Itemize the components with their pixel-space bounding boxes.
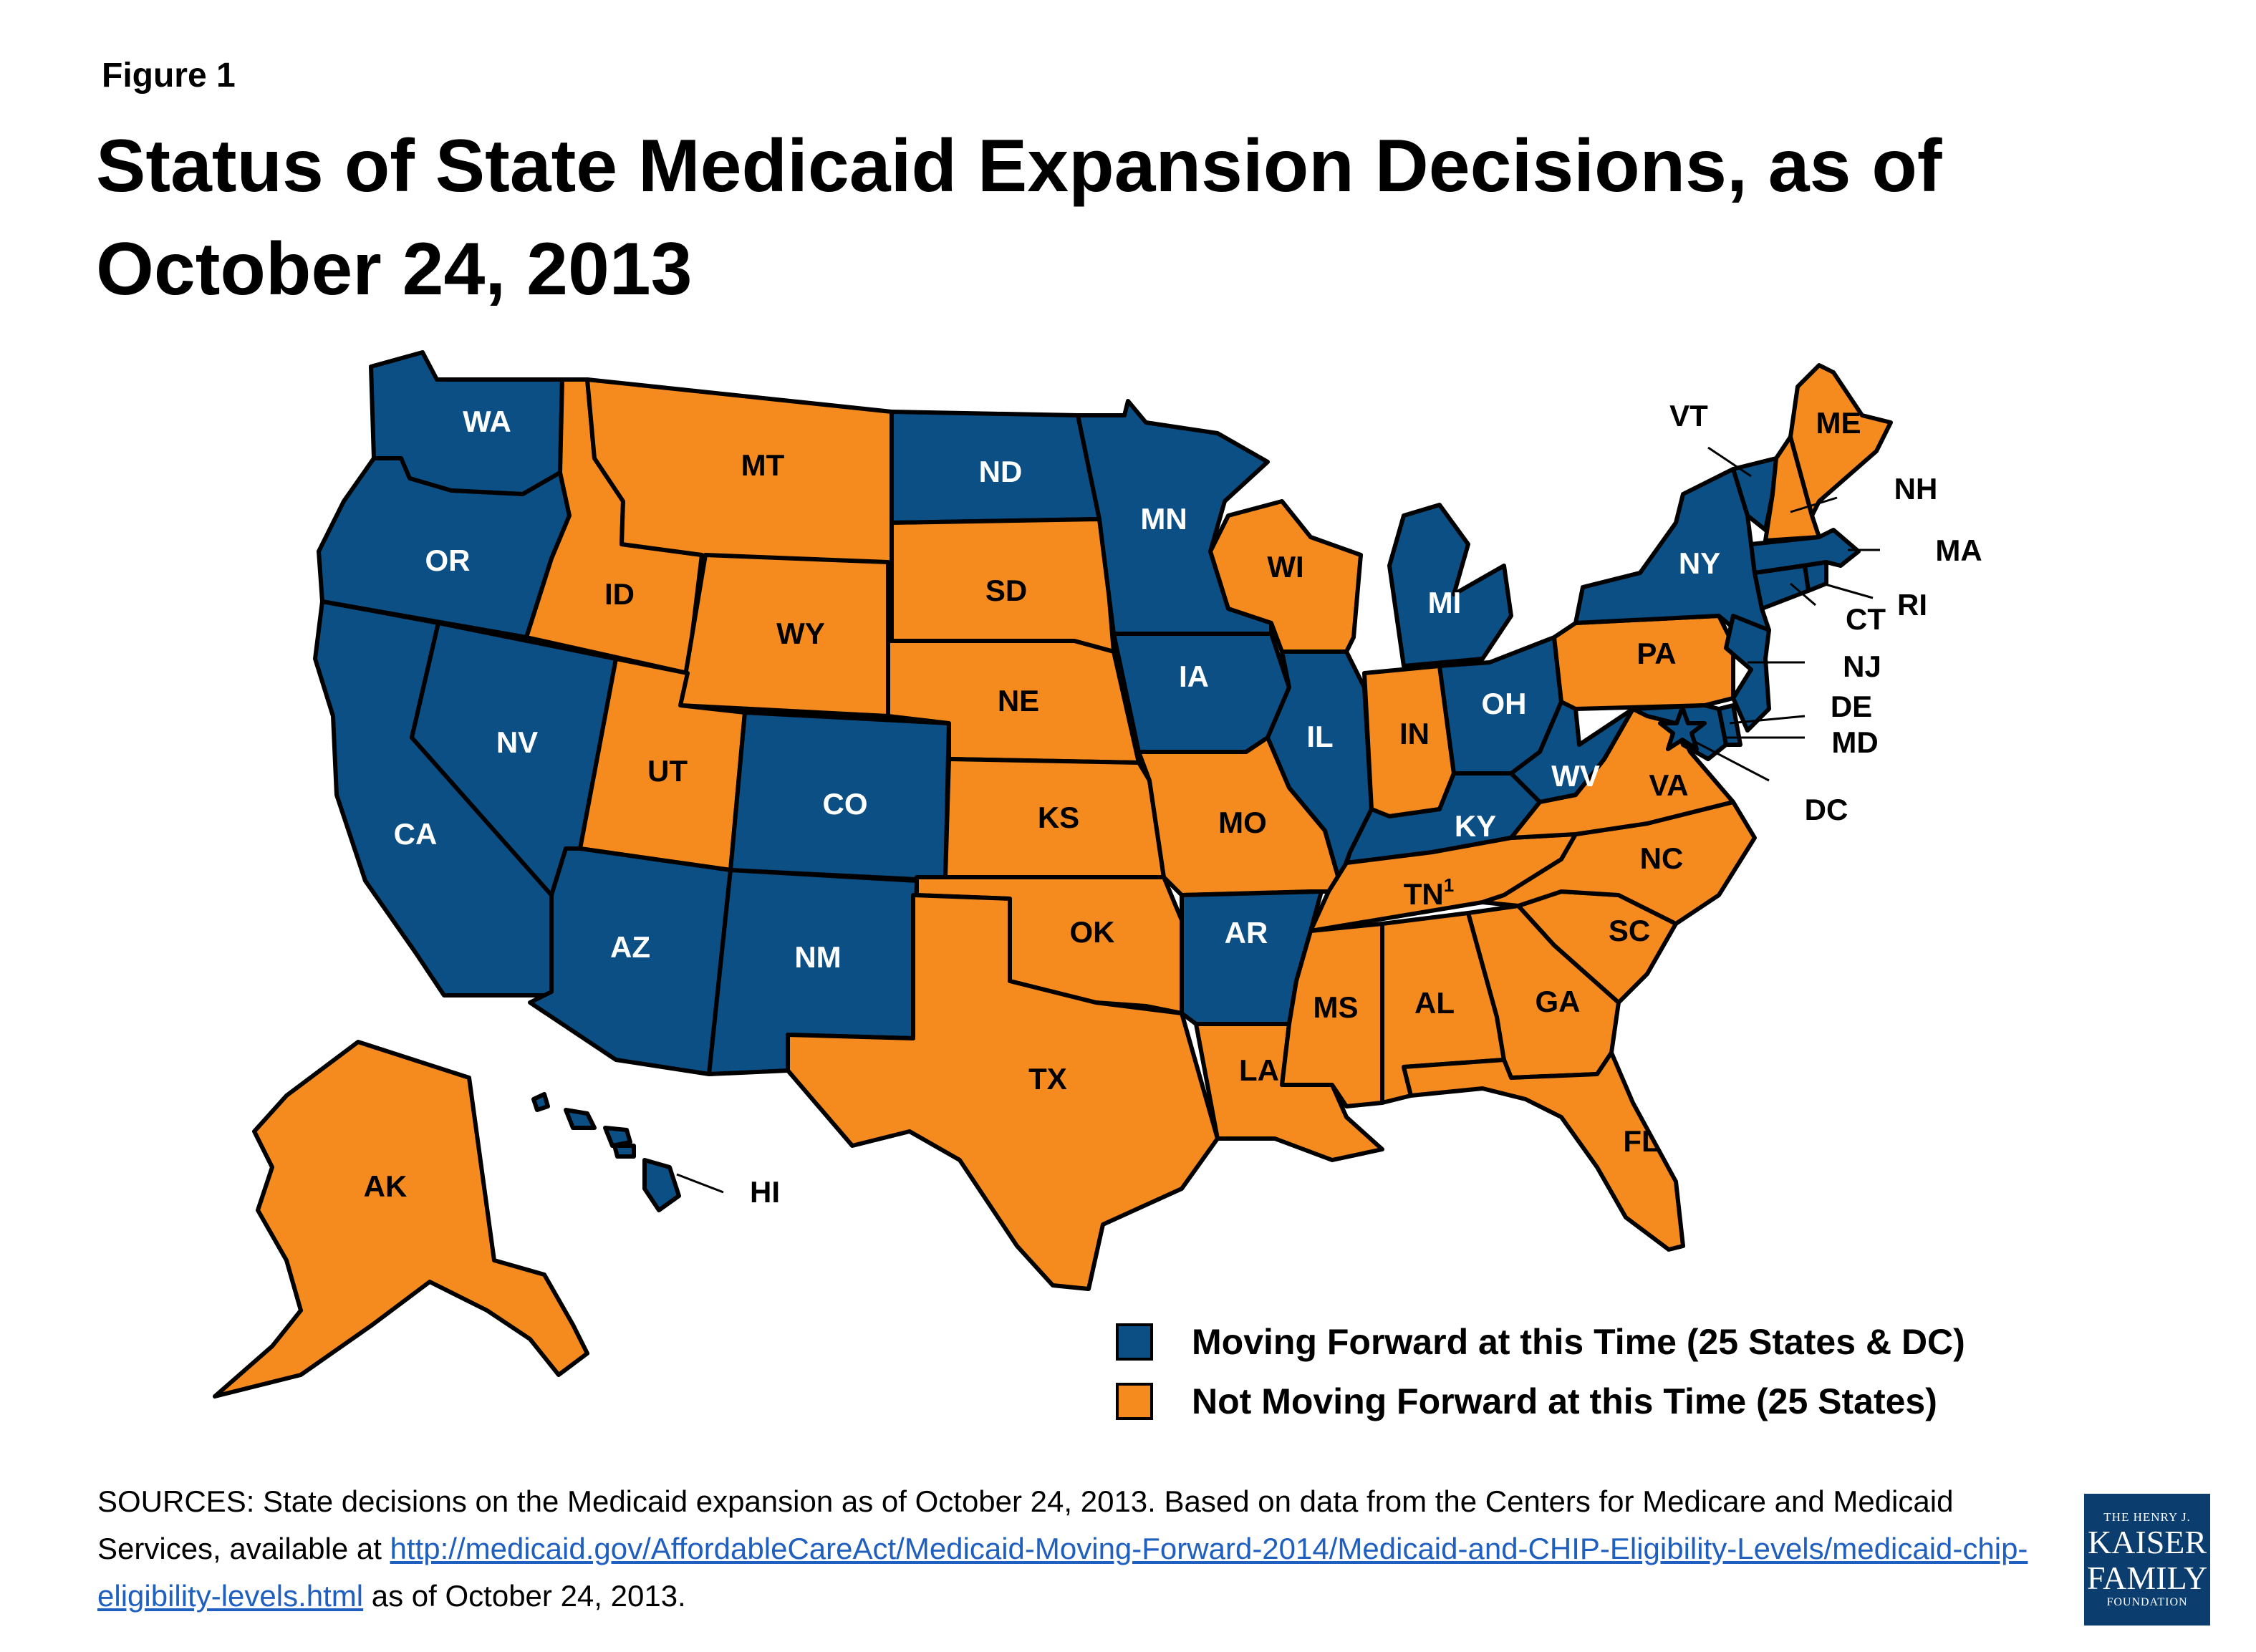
state-label-mt: MT <box>741 448 785 482</box>
state-label-mn: MN <box>1140 502 1187 536</box>
logo-line-3: FAMILY <box>2086 1560 2208 1596</box>
kff-logo: THE HENRY J. KAISER FAMILY FOUNDATION <box>2084 1494 2210 1626</box>
logo-line-1: THE HENRY J. <box>2103 1510 2191 1524</box>
state-label-ne: NE <box>998 684 1039 718</box>
state-label-in: IN <box>1399 717 1430 750</box>
state-label-ms: MS <box>1313 990 1359 1024</box>
state-label-sd: SD <box>985 574 1027 607</box>
state-label-ak: AK <box>364 1169 408 1203</box>
state-label-nj: NJ <box>1843 649 1881 683</box>
state-label-oh: OH <box>1482 687 1527 720</box>
state-label-ny: NY <box>1679 546 1720 580</box>
state-label-hi: HI <box>750 1175 780 1209</box>
state-label-ca: CA <box>394 817 438 851</box>
sources-link[interactable]: http://medicaid.gov/AffordableCareAct/Me… <box>97 1532 2028 1613</box>
state-label-va: VA <box>1649 768 1688 802</box>
state-nc[interactable] <box>1480 800 1757 926</box>
state-hi[interactable] <box>531 1092 681 1212</box>
state-mi[interactable] <box>1387 503 1513 668</box>
state-dc[interactable] <box>1658 705 1707 751</box>
state-label-wi: WI <box>1267 550 1303 584</box>
state-label-al: AL <box>1414 986 1455 1020</box>
state-label-or: OR <box>425 544 471 577</box>
sources-text: SOURCES: State decisions on the Medicaid… <box>97 1484 1954 1565</box>
state-wv[interactable] <box>1509 700 1635 804</box>
state-label-la: LA <box>1239 1053 1279 1087</box>
logo-line-4: FOUNDATION <box>2106 1596 2188 1608</box>
state-label-wa: WA <box>463 405 511 438</box>
state-label-mi: MI <box>1428 586 1462 619</box>
state-label-fl: FL <box>1623 1124 1659 1158</box>
state-mt[interactable] <box>585 377 894 568</box>
state-label-nc: NC <box>1640 841 1684 875</box>
state-label-ar: AR <box>1225 916 1268 950</box>
state-label-ia: IA <box>1179 660 1209 693</box>
legend-swatch-not-moving <box>1116 1383 1153 1420</box>
state-nj[interactable] <box>1724 614 1771 733</box>
state-label-ok: OK <box>1070 915 1115 949</box>
state-label-de: DE <box>1831 690 1872 723</box>
state-label-wv: WV <box>1551 759 1600 793</box>
state-label-ma: MA <box>1935 533 1982 567</box>
state-label-wy: WY <box>776 617 825 650</box>
state-label-il: IL <box>1306 720 1333 753</box>
legend-item-not-moving-forward: Not Moving Forward at this Time (25 Stat… <box>1116 1378 1937 1424</box>
legend-label-not-moving: Not Moving Forward at this Time (25 Stat… <box>1192 1381 1937 1421</box>
sources-text-after: as of October 24, 2013. <box>363 1579 686 1613</box>
legend-item-moving-forward: Moving Forward at this Time (25 States &… <box>1116 1319 1965 1365</box>
state-label-co: CO <box>823 787 868 821</box>
state-label-mo: MO <box>1218 806 1267 839</box>
state-label-ct: CT <box>1846 602 1886 636</box>
legend-swatch-moving <box>1116 1323 1153 1361</box>
us-medicaid-map: WA OR CA NV ID MT WY UT CO AZ NM ND SD N… <box>213 350 1982 1399</box>
state-label-nv: NV <box>496 725 538 759</box>
state-labels: WA OR CA NV ID MT WY UT CO AZ NM ND SD N… <box>364 399 1982 1209</box>
state-ct[interactable] <box>1753 564 1811 611</box>
state-ak[interactable] <box>213 1040 589 1399</box>
state-label-tn: TN1 <box>1404 874 1454 911</box>
state-label-vt: VT <box>1669 399 1708 433</box>
state-label-dc: DC <box>1805 793 1848 826</box>
state-label-pa: PA <box>1636 637 1676 670</box>
state-me[interactable] <box>1788 363 1893 518</box>
state-label-md: MD <box>1831 725 1878 759</box>
state-label-ri: RI <box>1897 588 1927 622</box>
legend-label-moving: Moving Forward at this Time (25 States &… <box>1192 1322 1965 1362</box>
state-label-ks: KS <box>1038 801 1079 834</box>
sources-note: SOURCES: State decisions on the Medicaid… <box>97 1478 2031 1620</box>
state-label-ut: UT <box>647 754 688 788</box>
state-tx[interactable] <box>786 893 1220 1291</box>
leader-lines <box>676 446 1880 1194</box>
figure-label: Figure 1 <box>102 57 236 95</box>
state-label-nd: ND <box>979 455 1023 488</box>
logo-line-2: KAISER <box>2087 1524 2207 1560</box>
state-label-az: AZ <box>610 930 650 964</box>
state-label-ga: GA <box>1536 985 1581 1018</box>
page-title: Status of State Medicaid Expansion Decis… <box>96 125 1942 311</box>
state-label-tx: TX <box>1028 1062 1067 1096</box>
state-label-id: ID <box>604 577 635 611</box>
state-label-nh: NH <box>1894 472 1938 506</box>
state-fl[interactable] <box>1402 1050 1685 1252</box>
state-label-sc: SC <box>1609 914 1650 947</box>
tn-footnote-marker: 1 <box>1444 874 1454 896</box>
state-label-nm: NM <box>794 940 841 974</box>
state-label-ky: KY <box>1455 809 1496 843</box>
state-label-me: ME <box>1816 406 1861 440</box>
